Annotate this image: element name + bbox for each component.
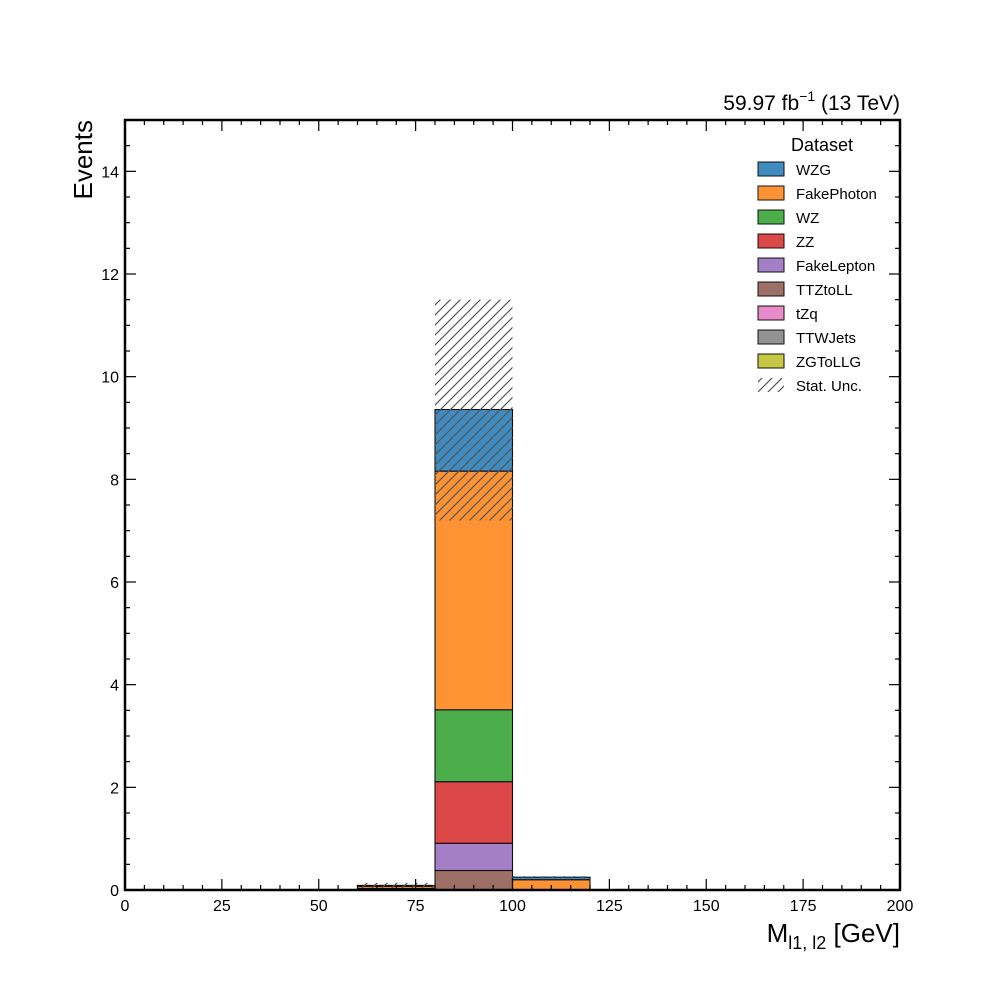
legend-title: Dataset (791, 135, 853, 155)
legend-label-fakephoton: FakePhoton (796, 186, 877, 203)
legend: Dataset WZG FakePhoton WZ ZZ FakeLepton TTZto… (757, 135, 877, 395)
legend-label-tzq: tZq (796, 306, 818, 323)
x-tick-label: 0 (121, 898, 130, 915)
y-tick-label: 6 (110, 575, 119, 592)
y-axis-title: Events (68, 120, 98, 200)
y-tick-label: 2 (110, 780, 119, 797)
legend-swatch-tzq (757, 305, 785, 321)
legend-label-zgtollg: ZGToLLG (796, 354, 861, 371)
plot-frame (123, 118, 902, 892)
x-tick-label: 125 (596, 898, 623, 915)
legend-swatch-stat-unc (758, 378, 784, 392)
legend-label-ttwjets: TTWJets (796, 330, 856, 347)
x-tick-labels: 0 25 50 75 100 125 150 175 200 (121, 898, 914, 915)
x-tick-label: 50 (310, 898, 328, 915)
x-tick-label: 75 (407, 898, 425, 915)
x-tick-label: 175 (790, 898, 817, 915)
y-tick-label: 4 (110, 678, 119, 695)
legend-label-ttztoll: TTZtoLL (796, 282, 853, 299)
legend-label-wz: WZ (796, 210, 819, 227)
legend-swatch-zgtollg (757, 353, 785, 369)
legend-swatch-zz (757, 233, 785, 249)
legend-label-fakelepton: FakeLepton (796, 258, 875, 275)
legend-swatch-fakephoton (757, 185, 785, 201)
x-tick-label: 100 (499, 898, 526, 915)
legend-label-zz: ZZ (796, 234, 814, 251)
bar-fakelepton-bin-4 (434, 842, 514, 872)
legend-swatch-ttwjets (757, 329, 785, 345)
luminosity-label: 59.97 fb−1 (13 TeV) (723, 88, 900, 115)
y-tick-label: 14 (101, 164, 119, 181)
y-tick-label: 8 (110, 472, 119, 489)
y-tick-label: 0 (110, 883, 119, 900)
x-tick-label: 150 (693, 898, 720, 915)
y-tick-label: 12 (101, 267, 119, 284)
stat-unc-bin-5 (512, 876, 590, 879)
legend-label-stat-unc: Stat. Unc. (796, 378, 862, 395)
y-tick-labels: 0 2 4 6 8 10 12 14 (101, 164, 119, 900)
x-tick-label: 200 (887, 898, 914, 915)
bar-wz-bin-4 (434, 709, 514, 783)
stat-unc-bin-4 (435, 299, 513, 521)
legend-swatch-ttztoll (757, 281, 785, 297)
legend-swatch-wz (757, 209, 785, 225)
x-axis-title: Ml1, l2 [GeV] (767, 918, 900, 953)
legend-items: WZG FakePhoton WZ ZZ FakeLepton TTZtoLL tZq TTW… (757, 161, 877, 395)
legend-swatch-fakelepton (757, 257, 785, 273)
bar-zz-bin-4 (434, 781, 514, 844)
legend-label-wzg: WZG (796, 162, 831, 179)
legend-swatch-wzg (757, 161, 785, 177)
stat-uncertainty-band (357, 299, 590, 888)
x-tick-label: 25 (213, 898, 231, 915)
y-tick-label: 10 (101, 370, 119, 387)
